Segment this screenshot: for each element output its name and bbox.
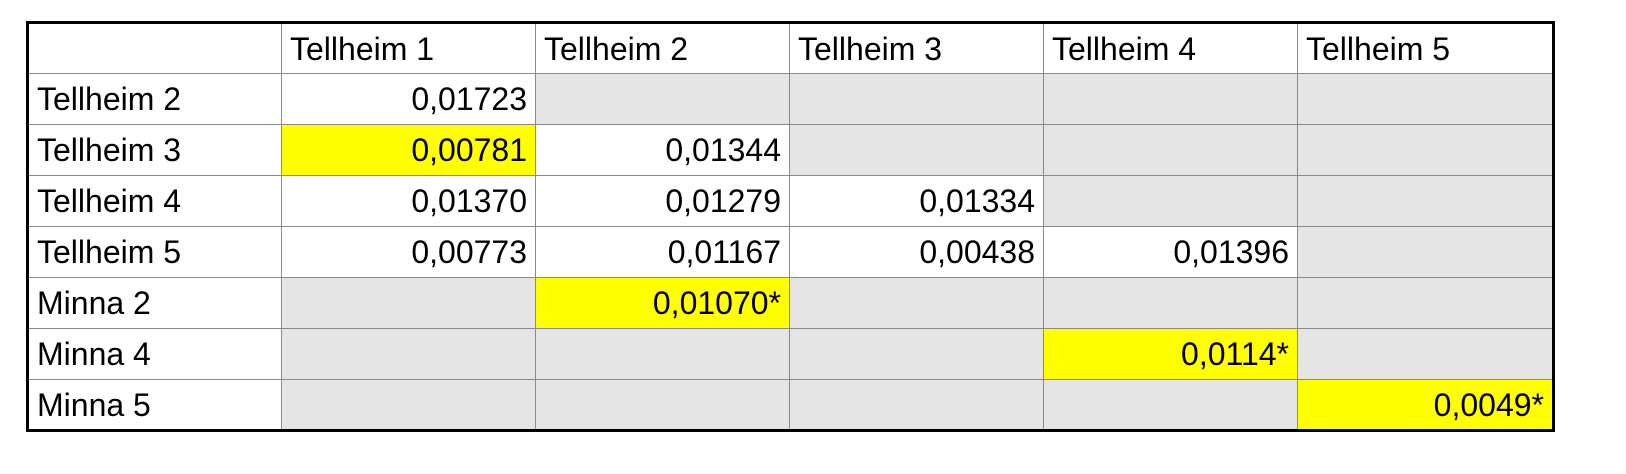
table-cell bbox=[281, 277, 536, 329]
column-header: Tellheim 1 bbox=[281, 22, 536, 74]
column-header: Tellheim 3 bbox=[789, 22, 1044, 74]
table-cell bbox=[1043, 379, 1298, 431]
table-cell bbox=[789, 277, 1044, 329]
table-row: Tellheim 3 0,00781 0,01344 bbox=[27, 124, 1554, 176]
table-cell bbox=[1043, 124, 1298, 176]
table-cell bbox=[789, 124, 1044, 176]
table-cell bbox=[1297, 328, 1554, 380]
row-label: Minna 2 bbox=[27, 277, 282, 329]
table-cell bbox=[789, 73, 1044, 125]
table-cell: 0,00781 bbox=[281, 124, 536, 176]
table-cell bbox=[1297, 226, 1554, 278]
table-row: Tellheim 4 0,01370 0,01279 0,01334 bbox=[27, 175, 1554, 227]
table-cell: 0,00438 bbox=[789, 226, 1044, 278]
table-cell: 0,01370 bbox=[281, 175, 536, 227]
table-cell: 0,01167 bbox=[535, 226, 790, 278]
row-label: Tellheim 4 bbox=[27, 175, 282, 227]
table-cell bbox=[1297, 175, 1554, 227]
row-label: Minna 4 bbox=[27, 328, 282, 380]
table-cell bbox=[789, 379, 1044, 431]
table-cell bbox=[1043, 175, 1298, 227]
table-cell bbox=[535, 379, 790, 431]
table-cell bbox=[535, 73, 790, 125]
table-cell: 0,01334 bbox=[789, 175, 1044, 227]
table-row: Tellheim 2 0,01723 bbox=[27, 73, 1554, 125]
header-row: Tellheim 1 Tellheim 2 Tellheim 3 Tellhei… bbox=[27, 22, 1554, 74]
distance-table: Tellheim 1 Tellheim 2 Tellheim 3 Tellhei… bbox=[26, 21, 1555, 432]
table-cell bbox=[1043, 277, 1298, 329]
table-cell bbox=[1297, 124, 1554, 176]
column-header: Tellheim 2 bbox=[535, 22, 790, 74]
row-label: Minna 5 bbox=[27, 379, 282, 431]
table-cell: 0,01070* bbox=[535, 277, 790, 329]
table-row: Minna 4 0,0114* bbox=[27, 328, 1554, 380]
row-label: Tellheim 2 bbox=[27, 73, 282, 125]
corner-cell bbox=[27, 22, 282, 74]
table-cell: 0,01396 bbox=[1043, 226, 1298, 278]
table-cell: 0,0114* bbox=[1043, 328, 1298, 380]
column-header: Tellheim 5 bbox=[1297, 22, 1554, 74]
table-cell: 0,01723 bbox=[281, 73, 536, 125]
table-cell: 0,00773 bbox=[281, 226, 536, 278]
table-cell: 0,0049* bbox=[1297, 379, 1554, 431]
table-cell bbox=[535, 328, 790, 380]
table-cell bbox=[1297, 73, 1554, 125]
table-cell bbox=[281, 379, 536, 431]
row-label: Tellheim 5 bbox=[27, 226, 282, 278]
table-cell: 0,01279 bbox=[535, 175, 790, 227]
row-label: Tellheim 3 bbox=[27, 124, 282, 176]
table-cell: 0,01344 bbox=[535, 124, 790, 176]
table-row: Minna 5 0,0049* bbox=[27, 379, 1554, 431]
table-cell bbox=[281, 328, 536, 380]
table-cell bbox=[789, 328, 1044, 380]
table-cell bbox=[1043, 73, 1298, 125]
table-row: Tellheim 5 0,00773 0,01167 0,00438 0,013… bbox=[27, 226, 1554, 278]
column-header: Tellheim 4 bbox=[1043, 22, 1298, 74]
table-cell bbox=[1297, 277, 1554, 329]
table-row: Minna 2 0,01070* bbox=[27, 277, 1554, 329]
